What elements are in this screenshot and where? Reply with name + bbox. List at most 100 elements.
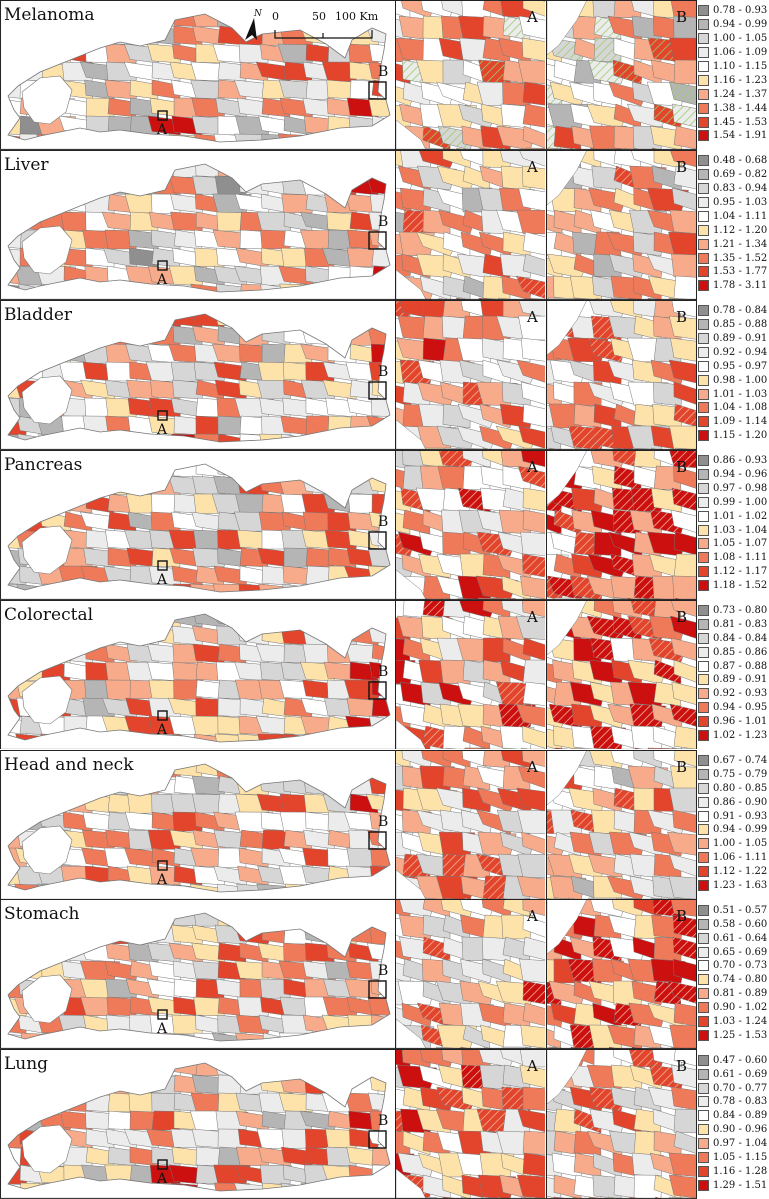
legend-swatch bbox=[698, 716, 709, 728]
legend-label: 1.18 - 1.52 bbox=[713, 580, 768, 592]
region bbox=[305, 1033, 335, 1042]
region bbox=[129, 1033, 159, 1042]
region bbox=[129, 925, 159, 945]
region bbox=[40, 733, 72, 742]
inset-b-marker-label: B bbox=[378, 513, 389, 530]
region bbox=[239, 463, 269, 477]
scale-tick-label: 50 bbox=[312, 10, 326, 23]
inset-a bbox=[395, 899, 545, 1050]
legend-label: 1.03 - 1.04 bbox=[713, 524, 768, 536]
legend-entry: 0.70 - 0.73 bbox=[698, 959, 768, 973]
inset-a-marker-label: A bbox=[157, 1171, 168, 1188]
legend-swatch bbox=[698, 838, 709, 850]
legend-label: 1.21 - 1.34 bbox=[713, 238, 768, 250]
region bbox=[8, 325, 27, 346]
region bbox=[343, 463, 385, 477]
region bbox=[41, 775, 71, 795]
region bbox=[302, 583, 338, 592]
legend-label: 0.86 - 0.90 bbox=[713, 796, 768, 808]
legend-entry: 1.10 - 1.15 bbox=[698, 60, 768, 74]
legend-swatch bbox=[698, 374, 709, 386]
region bbox=[349, 913, 379, 927]
inset-a-marker-label: A bbox=[157, 122, 168, 138]
region bbox=[18, 283, 50, 292]
region bbox=[85, 1033, 115, 1042]
panel-title: Lung bbox=[4, 1054, 49, 1075]
legend-entry: 1.54 - 1.91 bbox=[698, 129, 768, 143]
legend-swatch bbox=[698, 1054, 709, 1066]
legend-swatch bbox=[698, 960, 709, 972]
region bbox=[217, 61, 247, 82]
region bbox=[63, 1063, 93, 1077]
region bbox=[368, 97, 390, 118]
legend-entry: 0.85 - 0.88 bbox=[698, 318, 768, 332]
region bbox=[259, 313, 293, 328]
legend-swatch bbox=[698, 19, 709, 31]
coastline bbox=[7, 313, 391, 443]
legend-swatch bbox=[698, 674, 709, 686]
legend-swatch bbox=[698, 455, 709, 467]
legend-entry: 1.00 - 1.05 bbox=[698, 837, 768, 851]
region bbox=[8, 193, 29, 214]
legend-entry: 0.86 - 0.93 bbox=[698, 454, 768, 468]
region bbox=[19, 1183, 49, 1192]
legend-entry: 0.65 - 0.69 bbox=[698, 945, 768, 959]
region bbox=[259, 913, 293, 928]
legend-swatch bbox=[698, 946, 709, 958]
inset-b bbox=[546, 0, 697, 150]
legend-swatch bbox=[698, 824, 709, 836]
map-canvas bbox=[0, 299, 697, 450]
region bbox=[129, 25, 159, 46]
legend-entry: 0.69 - 0.82 bbox=[698, 168, 768, 182]
region bbox=[8, 175, 32, 196]
legend-entry: 1.23 - 1.63 bbox=[698, 879, 768, 893]
coastline bbox=[7, 163, 391, 293]
region bbox=[63, 1033, 93, 1042]
legend-swatch bbox=[698, 1124, 709, 1136]
region bbox=[324, 1182, 360, 1192]
legend-label: 1.02 - 1.23 bbox=[713, 730, 768, 742]
inset-b-label: B bbox=[676, 1057, 688, 1076]
region bbox=[348, 733, 380, 742]
region bbox=[83, 313, 117, 328]
region bbox=[282, 613, 314, 627]
region bbox=[349, 883, 379, 892]
inset-b-label: B bbox=[676, 457, 688, 476]
region bbox=[19, 643, 49, 663]
legend-label: 0.70 - 0.77 bbox=[713, 1082, 768, 1094]
region bbox=[107, 1063, 137, 1077]
legend-label: 1.06 - 1.09 bbox=[713, 47, 768, 59]
region bbox=[322, 1063, 362, 1077]
region bbox=[258, 163, 294, 178]
region bbox=[41, 925, 71, 946]
legend-swatch bbox=[698, 482, 709, 494]
legend-entry: 1.02 - 1.23 bbox=[698, 729, 768, 743]
legend-swatch bbox=[698, 580, 709, 592]
region bbox=[80, 1182, 120, 1192]
legend-swatch bbox=[698, 988, 709, 1000]
region bbox=[323, 613, 361, 627]
legend-label: 0.91 - 0.93 bbox=[713, 810, 768, 822]
inland-water bbox=[21, 675, 73, 724]
region bbox=[59, 733, 97, 742]
region bbox=[85, 463, 115, 478]
region bbox=[239, 763, 269, 777]
legend-swatch bbox=[698, 904, 709, 916]
legend-swatch bbox=[698, 1082, 709, 1094]
legend-entry: 0.97 - 1.04 bbox=[698, 1137, 768, 1151]
region bbox=[19, 193, 49, 214]
legend-entry: 0.95 - 1.03 bbox=[698, 196, 768, 210]
legend-entry: 1.04 - 1.08 bbox=[698, 401, 768, 415]
inset-b-marker-label: B bbox=[378, 363, 389, 380]
inset-a bbox=[395, 449, 545, 600]
panel-title: Pancreas bbox=[4, 454, 83, 475]
region bbox=[149, 1063, 183, 1077]
legend-entry: 0.81 - 0.83 bbox=[698, 617, 768, 631]
region bbox=[8, 943, 27, 963]
legend-label: 0.84 - 0.84 bbox=[713, 632, 768, 644]
region bbox=[301, 433, 339, 442]
region bbox=[278, 475, 318, 496]
legend-entry: 1.04 - 1.11 bbox=[698, 209, 768, 223]
region bbox=[127, 613, 162, 627]
legend-swatch bbox=[698, 768, 709, 780]
